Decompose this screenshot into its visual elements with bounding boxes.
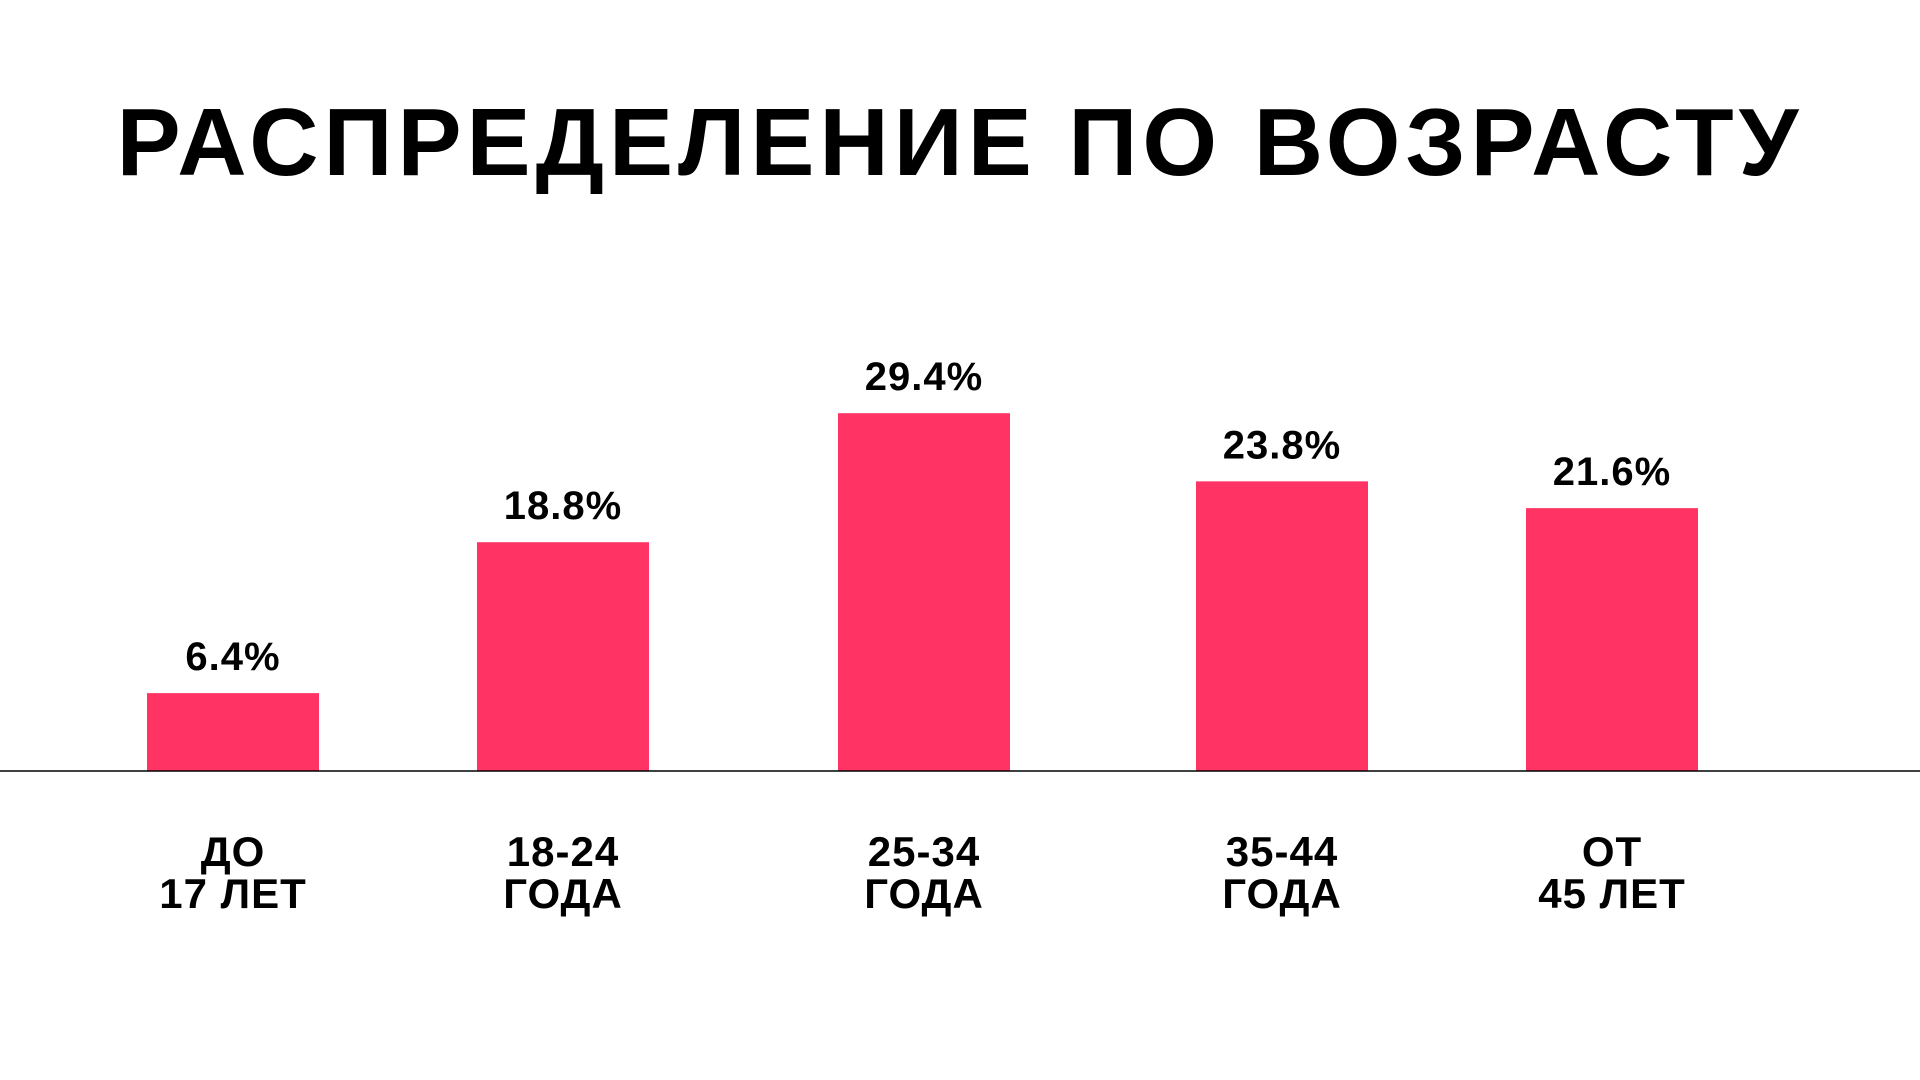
bars-layer: [147, 413, 1698, 771]
value-label-4: 23.8%: [1223, 423, 1341, 467]
bar-5: [1526, 508, 1698, 771]
bar-1: [147, 693, 319, 771]
chart-title: РАСПРЕДЕЛЕНИЕ ПО ВОЗРАСТУ: [116, 89, 1804, 196]
category-label-2-line-2: ГОДА: [503, 870, 623, 917]
value-label-3: 29.4%: [865, 355, 983, 399]
bar-2: [477, 542, 649, 771]
bar-3: [838, 413, 1010, 771]
value-label-5: 21.6%: [1553, 450, 1671, 494]
category-label-1-line-2: 17 ЛЕТ: [159, 870, 307, 917]
value-label-1: 6.4%: [185, 635, 280, 679]
category-label-2-line-1: 18-24: [507, 828, 619, 875]
bar-4: [1196, 481, 1368, 771]
category-label-3-line-2: ГОДА: [864, 870, 984, 917]
category-label-4-line-1: 35-44: [1226, 828, 1338, 875]
value-labels-layer: 6.4% 18.8% 29.4% 23.8% 21.6%: [185, 355, 1671, 679]
category-label-3-line-1: 25-34: [868, 828, 980, 875]
category-label-1-line-1: ДО: [201, 828, 266, 875]
value-label-2: 18.8%: [504, 484, 622, 528]
category-label-4-line-2: ГОДА: [1222, 870, 1342, 917]
category-label-5-line-2: 45 ЛЕТ: [1538, 870, 1686, 917]
category-label-5-line-1: ОТ: [1582, 828, 1642, 875]
